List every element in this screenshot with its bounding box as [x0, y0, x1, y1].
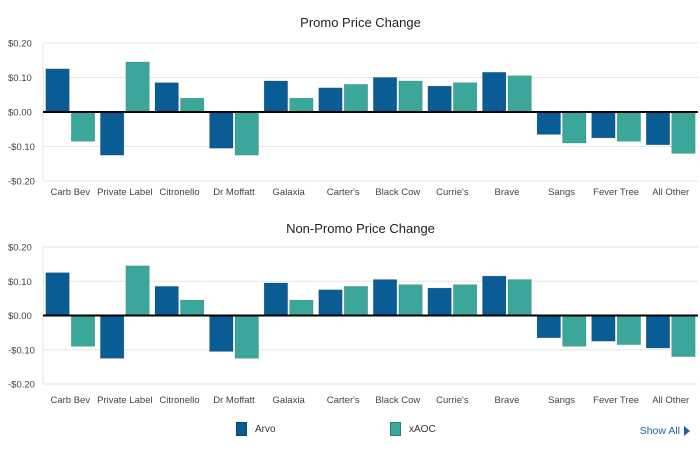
chart-2: Non-Promo Price Change $0.20 $0.10 $0.00 -$0…: [8, 221, 698, 406]
bar-arvo[interactable]: [100, 111, 125, 156]
bar-arvo[interactable]: [645, 315, 671, 349]
bar-arvo[interactable]: [263, 80, 288, 113]
bar-xaoc[interactable]: [398, 284, 423, 316]
y-tick-label: -$0.20: [8, 380, 35, 391]
category-label: Citronello: [159, 395, 199, 406]
category-label: All Other: [652, 187, 689, 198]
y-tick-label: $0.10: [8, 73, 32, 84]
y-tick-label: $0.00: [8, 108, 32, 119]
category-label: Sangs: [548, 395, 575, 406]
legend-item-xaoc[interactable]: xAOC: [390, 422, 436, 436]
legend-label-xaoc: xAOC: [409, 423, 436, 435]
bar-xaoc[interactable]: [343, 286, 368, 316]
bar-arvo[interactable]: [373, 279, 398, 316]
bar-arvo[interactable]: [427, 287, 452, 316]
y-tick-label: -$0.10: [8, 345, 35, 356]
bar-xaoc[interactable]: [453, 284, 478, 316]
category-label: Citronello: [159, 187, 199, 198]
category-label: Carter's: [327, 187, 360, 198]
bar-xaoc[interactable]: [562, 315, 587, 347]
chart-title: Promo Price Change: [300, 15, 421, 30]
category-label: Brave: [495, 187, 520, 198]
y-tick-label: $0.10: [8, 277, 32, 288]
bar-xaoc[interactable]: [453, 82, 478, 113]
bar-xaoc[interactable]: [289, 299, 314, 316]
bar-arvo[interactable]: [536, 315, 561, 339]
bar-arvo[interactable]: [591, 315, 616, 342]
bar-xaoc[interactable]: [234, 111, 259, 156]
bar-arvo[interactable]: [318, 87, 343, 113]
bar-arvo[interactable]: [645, 111, 671, 146]
y-tick-label: $0.20: [8, 39, 32, 50]
bar-arvo[interactable]: [45, 68, 70, 113]
bar-xaoc[interactable]: [562, 111, 587, 144]
bar-arvo[interactable]: [154, 82, 179, 113]
bar-xaoc[interactable]: [343, 84, 368, 113]
category-label: Fever Tree: [593, 187, 639, 198]
bar-arvo[interactable]: [318, 289, 343, 316]
category-label: Carb Bev: [50, 395, 90, 406]
bar-xaoc[interactable]: [289, 97, 314, 113]
bar-xaoc[interactable]: [70, 315, 96, 347]
show-all-link[interactable]: Show All: [640, 425, 690, 437]
category-label: All Other: [652, 395, 689, 406]
bar-xaoc[interactable]: [398, 80, 423, 113]
chart-1: Promo Price Change $0.20 $0.10 $0.00 -$0.10 -…: [8, 15, 698, 198]
chevron-right-icon: [684, 426, 690, 436]
category-label: Private Label: [97, 395, 152, 406]
legend-label-arvo: Arvo: [255, 423, 276, 435]
bar-xaoc[interactable]: [125, 61, 150, 113]
category-label: Private Label: [97, 187, 152, 198]
category-label: Dr Moffatt: [213, 395, 255, 406]
y-tick-label: -$0.10: [8, 142, 35, 153]
bar-arvo[interactable]: [427, 85, 452, 113]
category-label: Currie's: [436, 395, 469, 406]
category-label: Carb Bev: [50, 187, 90, 198]
bar-xaoc[interactable]: [616, 315, 641, 345]
category-label: Black Cow: [375, 187, 420, 198]
bar-arvo[interactable]: [100, 315, 125, 359]
bar-xaoc[interactable]: [507, 75, 532, 113]
bar-xaoc[interactable]: [70, 111, 96, 142]
bar-arvo[interactable]: [263, 282, 288, 316]
show-all-label: Show All: [639, 425, 680, 437]
bar-arvo[interactable]: [154, 286, 179, 316]
bar-xaoc[interactable]: [671, 111, 696, 154]
bar-xaoc[interactable]: [671, 315, 696, 357]
bar-arvo[interactable]: [591, 111, 616, 139]
legend: Arvo xAOC Show All: [0, 418, 700, 444]
y-tick-label: -$0.20: [8, 177, 35, 188]
bar-arvo[interactable]: [45, 272, 70, 316]
category-label: Black Cow: [375, 395, 420, 406]
category-label: Galaxia: [273, 395, 306, 406]
bar-arvo[interactable]: [209, 111, 234, 149]
bar-xaoc[interactable]: [616, 111, 641, 142]
bar-arvo[interactable]: [373, 77, 398, 113]
category-label: Currie's: [436, 187, 469, 198]
legend-swatch-xaoc: [390, 422, 401, 436]
bar-xaoc[interactable]: [180, 299, 205, 316]
legend-swatch-arvo: [236, 422, 247, 436]
legend-item-arvo[interactable]: Arvo: [236, 422, 276, 436]
category-label: Fever Tree: [593, 395, 639, 406]
bar-xaoc[interactable]: [180, 97, 205, 113]
bar-xaoc[interactable]: [507, 279, 532, 316]
category-label: Brave: [495, 395, 520, 406]
bar-xaoc[interactable]: [125, 265, 150, 316]
y-tick-label: $0.20: [8, 243, 32, 254]
chart-title: Non-Promo Price Change: [286, 221, 435, 236]
bar-arvo[interactable]: [482, 275, 507, 316]
bar-arvo[interactable]: [482, 72, 507, 113]
category-label: Sangs: [548, 187, 575, 198]
charts-canvas: Promo Price Change $0.20 $0.10 $0.00 -$0.10 -…: [8, 15, 698, 406]
category-label: Dr Moffatt: [213, 187, 255, 198]
bar-xaoc[interactable]: [234, 315, 259, 359]
category-label: Galaxia: [273, 187, 306, 198]
y-tick-label: $0.00: [8, 311, 32, 322]
bar-arvo[interactable]: [209, 315, 234, 352]
bar-arvo[interactable]: [536, 111, 561, 135]
category-label: Carter's: [327, 395, 360, 406]
